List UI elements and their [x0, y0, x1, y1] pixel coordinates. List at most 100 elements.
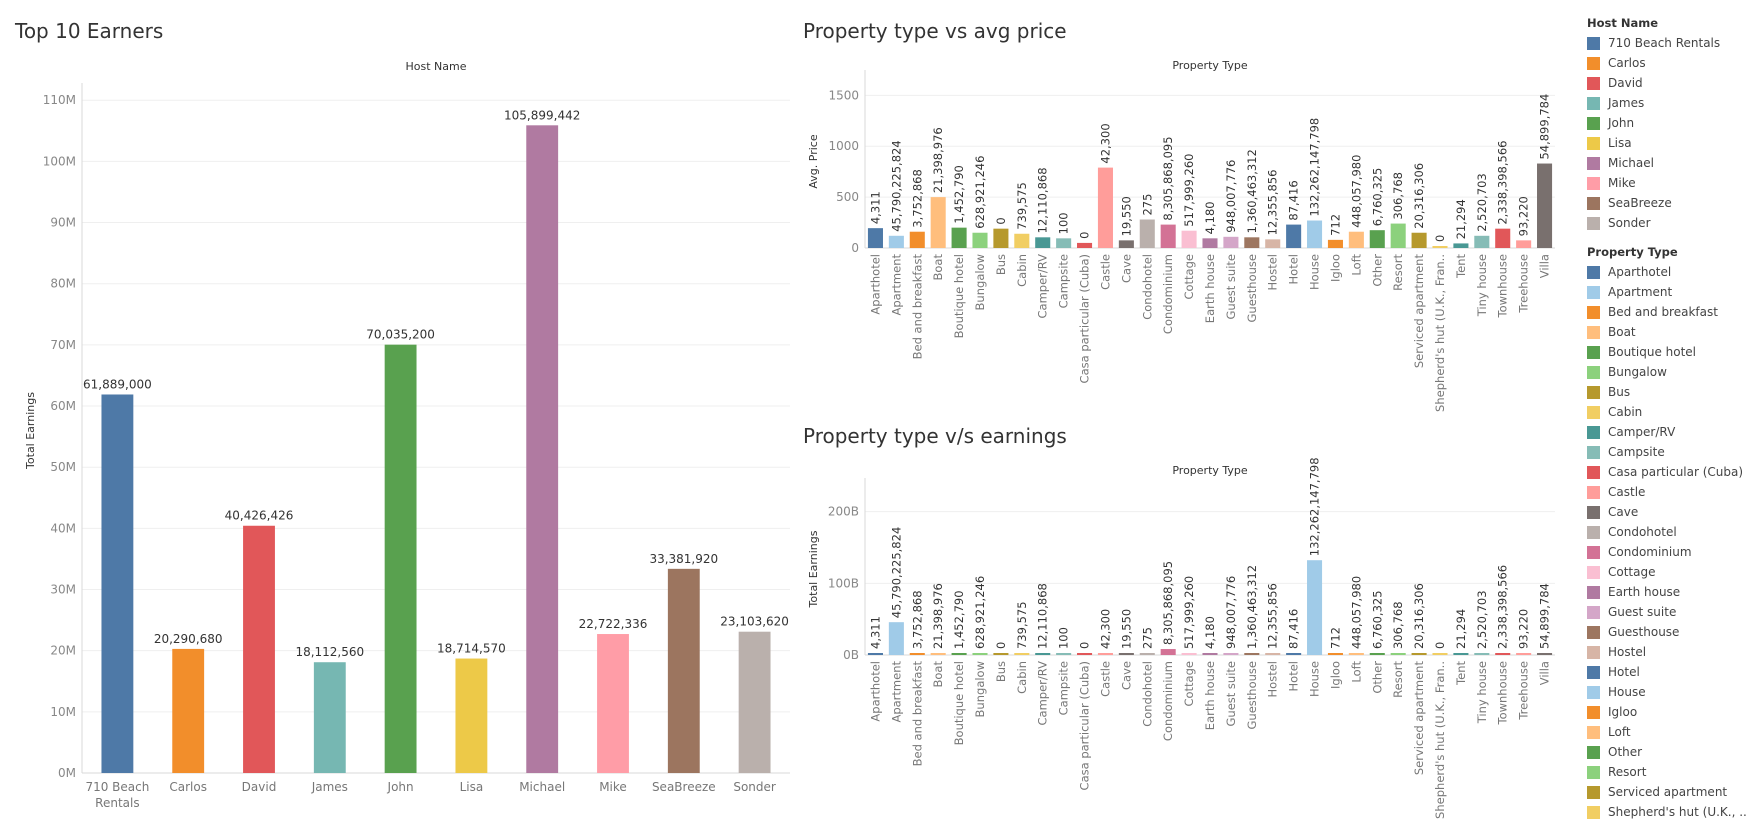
legend-item-cabin[interactable]: Cabin [1587, 402, 1747, 422]
legend-item-camper-rv[interactable]: Camper/RV [1587, 422, 1747, 442]
bar-tiny-house[interactable] [1474, 653, 1490, 655]
bar-boat[interactable] [930, 653, 946, 655]
legend-item-seabreeze[interactable]: SeaBreeze [1587, 193, 1747, 213]
bar-bed-and-breakfast[interactable] [909, 231, 925, 248]
bar-seabreeze[interactable] [667, 568, 700, 773]
bar-bungalow[interactable] [972, 232, 988, 248]
legend-item-710-beach-rentals[interactable]: 710 Beach Rentals [1587, 33, 1747, 53]
bar-carlos[interactable] [172, 648, 205, 773]
bar-tent[interactable] [1453, 243, 1469, 248]
bar-earth-house[interactable] [1202, 238, 1218, 248]
bar-condominium[interactable] [1160, 649, 1176, 655]
legend-item-carlos[interactable]: Carlos [1587, 53, 1747, 73]
legend-item-boutique-hotel[interactable]: Boutique hotel [1587, 342, 1747, 362]
legend-item-cottage[interactable]: Cottage [1587, 562, 1747, 582]
legend-item-castle[interactable]: Castle [1587, 482, 1747, 502]
bar-hotel[interactable] [1286, 224, 1302, 248]
legend-item-shepherd-s-hut-u-k[interactable]: Shepherd's hut (U.K., .. [1587, 802, 1747, 822]
legend-item-cave[interactable]: Cave [1587, 502, 1747, 522]
bar-treehouse[interactable] [1516, 240, 1532, 248]
bar-villa[interactable] [1537, 163, 1553, 248]
bar-condohotel[interactable] [1139, 653, 1155, 655]
legend-item-guesthouse[interactable]: Guesthouse [1587, 622, 1747, 642]
legend-item-condohotel[interactable]: Condohotel [1587, 522, 1747, 542]
bar-townhouse[interactable] [1495, 653, 1511, 655]
bar-hostel[interactable] [1265, 653, 1281, 655]
bar-sonder[interactable] [738, 631, 771, 773]
bar-resort[interactable] [1390, 223, 1406, 248]
bar-casa-particular-cuba[interactable] [1077, 653, 1093, 655]
bar-cabin[interactable] [1014, 653, 1030, 655]
bar-house[interactable] [1307, 560, 1323, 655]
bar-aparthotel[interactable] [867, 228, 883, 248]
bar-igloo[interactable] [1327, 653, 1343, 655]
legend-item-michael[interactable]: Michael [1587, 153, 1747, 173]
bar-guest-suite[interactable] [1223, 236, 1239, 248]
legend-item-bungalow[interactable]: Bungalow [1587, 362, 1747, 382]
bar-guesthouse[interactable] [1244, 653, 1260, 655]
bar-villa[interactable] [1537, 653, 1553, 655]
bar-aparthotel[interactable] [867, 653, 883, 655]
legend-item-lisa[interactable]: Lisa [1587, 133, 1747, 153]
bar-lisa[interactable] [455, 658, 488, 773]
legend-item-boat[interactable]: Boat [1587, 322, 1747, 342]
bar-cabin[interactable] [1014, 233, 1030, 248]
legend-item-james[interactable]: James [1587, 93, 1747, 113]
bar-cave[interactable] [1118, 240, 1134, 248]
bar-tent[interactable] [1453, 653, 1469, 655]
bar-cottage[interactable] [1181, 230, 1197, 248]
bar-camper-rv[interactable] [1035, 237, 1051, 248]
bar-hostel[interactable] [1265, 239, 1281, 248]
bar-treehouse[interactable] [1516, 653, 1532, 655]
bar-condominium[interactable] [1160, 224, 1176, 248]
bar-campsite[interactable] [1056, 238, 1072, 248]
bar-boat[interactable] [930, 197, 946, 248]
bar-john[interactable] [384, 344, 417, 773]
bar-serviced-apartment[interactable] [1411, 653, 1427, 655]
legend-item-bus[interactable]: Bus [1587, 382, 1747, 402]
bar-camper-rv[interactable] [1035, 653, 1051, 655]
bar-loft[interactable] [1348, 653, 1364, 655]
bar-bungalow[interactable] [972, 653, 988, 655]
bar-david[interactable] [243, 525, 275, 773]
bar-other[interactable] [1369, 653, 1385, 655]
bar-shepherd-s-hut-u-k-fran[interactable] [1432, 653, 1448, 655]
bar-igloo[interactable] [1327, 239, 1343, 248]
legend-item-casa-particular-cuba[interactable]: Casa particular (Cuba) [1587, 462, 1747, 482]
bar-campsite[interactable] [1056, 653, 1072, 655]
bar-house[interactable] [1307, 220, 1323, 248]
bar-bus[interactable] [993, 653, 1009, 655]
bar-apartment[interactable] [888, 235, 904, 248]
bar-casa-particular-cuba[interactable] [1077, 242, 1093, 248]
legend-item-hostel[interactable]: Hostel [1587, 642, 1747, 662]
bar-cottage[interactable] [1181, 653, 1197, 655]
legend-item-serviced-apartment[interactable]: Serviced apartment [1587, 782, 1747, 802]
bar-cave[interactable] [1118, 653, 1134, 655]
legend-item-house[interactable]: House [1587, 682, 1747, 702]
bar-tiny-house[interactable] [1474, 235, 1490, 248]
legend-item-resort[interactable]: Resort [1587, 762, 1747, 782]
bar-loft[interactable] [1348, 231, 1364, 248]
legend-item-condominium[interactable]: Condominium [1587, 542, 1747, 562]
legend-item-guest-suite[interactable]: Guest suite [1587, 602, 1747, 622]
bar-hotel[interactable] [1286, 653, 1302, 655]
bar-710-beach-rentals[interactable] [101, 394, 134, 773]
bar-bus[interactable] [993, 228, 1009, 248]
bar-shepherd-s-hut-u-k-fran[interactable] [1432, 246, 1448, 248]
bar-boutique-hotel[interactable] [951, 227, 967, 248]
bar-townhouse[interactable] [1495, 228, 1511, 248]
bar-earth-house[interactable] [1202, 653, 1218, 655]
legend-item-david[interactable]: David [1587, 73, 1747, 93]
bar-castle[interactable] [1097, 653, 1113, 655]
legend-item-other[interactable]: Other [1587, 742, 1747, 762]
legend-item-campsite[interactable]: Campsite [1587, 442, 1747, 462]
bar-bed-and-breakfast[interactable] [909, 653, 925, 655]
bar-james[interactable] [313, 662, 346, 773]
bar-guest-suite[interactable] [1223, 653, 1239, 655]
bar-other[interactable] [1369, 230, 1385, 248]
legend-item-mike[interactable]: Mike [1587, 173, 1747, 193]
bar-apartment[interactable] [888, 622, 904, 655]
legend-item-igloo[interactable]: Igloo [1587, 702, 1747, 722]
legend-item-bed-and-breakfast[interactable]: Bed and breakfast [1587, 302, 1747, 322]
bar-guesthouse[interactable] [1244, 237, 1260, 248]
